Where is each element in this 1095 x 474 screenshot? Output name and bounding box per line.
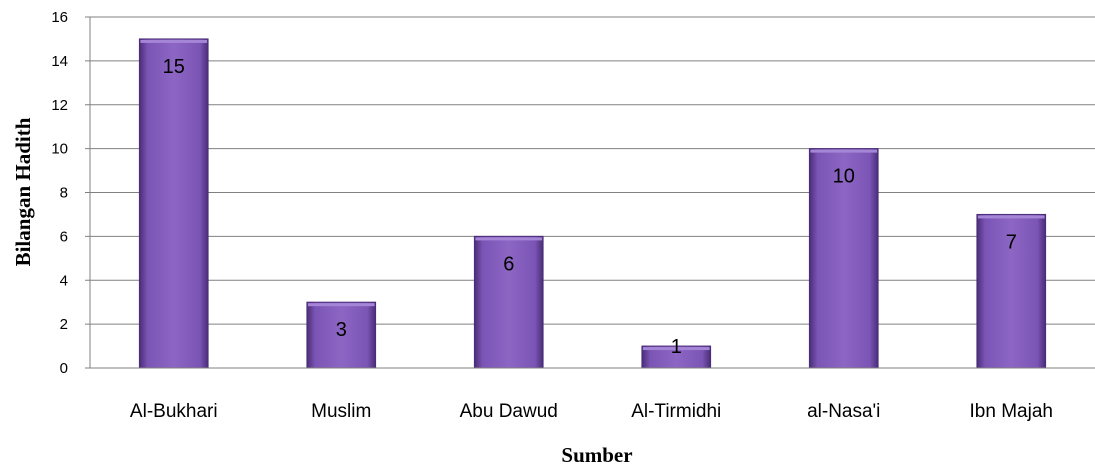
y-tick-labels: 0 2 4 6 8 10 12 14 16 <box>51 9 68 377</box>
data-label: 7 <box>1006 231 1017 253</box>
bar-4 <box>808 148 879 369</box>
y-tick-label: 16 <box>51 9 68 26</box>
y-tick-label: 8 <box>60 185 68 202</box>
bar-top-highlight <box>475 237 543 241</box>
x-tick-label: Abu Dawud <box>460 401 558 422</box>
bar-0 <box>138 38 209 369</box>
bar-top-highlight <box>140 39 208 43</box>
x-tick-labels: Al-Bukhari Muslim Abu Dawud Al-Tirmidhi al-N… <box>130 401 1053 422</box>
bar-top-highlight <box>642 347 710 351</box>
x-tick-label: Ibn Majah <box>970 401 1053 422</box>
y-tick-label: 0 <box>60 360 68 377</box>
x-tick-label: Al-Tirmidhi <box>631 401 721 422</box>
y-tick-label: 10 <box>51 141 68 158</box>
x-tick-label: Muslim <box>311 401 371 422</box>
data-label: 10 <box>833 166 855 188</box>
bar-top-highlight <box>810 149 878 153</box>
bar-1 <box>306 301 377 369</box>
x-tick-label: Al-Bukhari <box>130 401 218 422</box>
y-tick-label: 4 <box>60 272 68 289</box>
bar-5 <box>976 213 1047 369</box>
x-axis-title: Sumber <box>561 443 632 467</box>
data-label: 15 <box>163 56 185 78</box>
y-axis-title: Bilangan Hadith <box>11 117 35 266</box>
bar-2 <box>473 235 544 369</box>
y-tick-label: 14 <box>51 53 68 70</box>
bars: 15 3 6 1 10 7 <box>138 38 1047 369</box>
bar-top-highlight <box>307 303 375 307</box>
data-label: 1 <box>671 336 682 358</box>
x-tick-label: al-Nasa'i <box>807 401 880 422</box>
bar-top-highlight <box>977 215 1045 219</box>
data-label: 6 <box>503 253 514 275</box>
gridlines <box>85 16 1095 369</box>
y-tick-label: 6 <box>60 228 68 245</box>
data-label: 3 <box>336 319 347 341</box>
y-tick-label: 2 <box>60 316 68 333</box>
y-tick-label: 12 <box>51 97 68 114</box>
